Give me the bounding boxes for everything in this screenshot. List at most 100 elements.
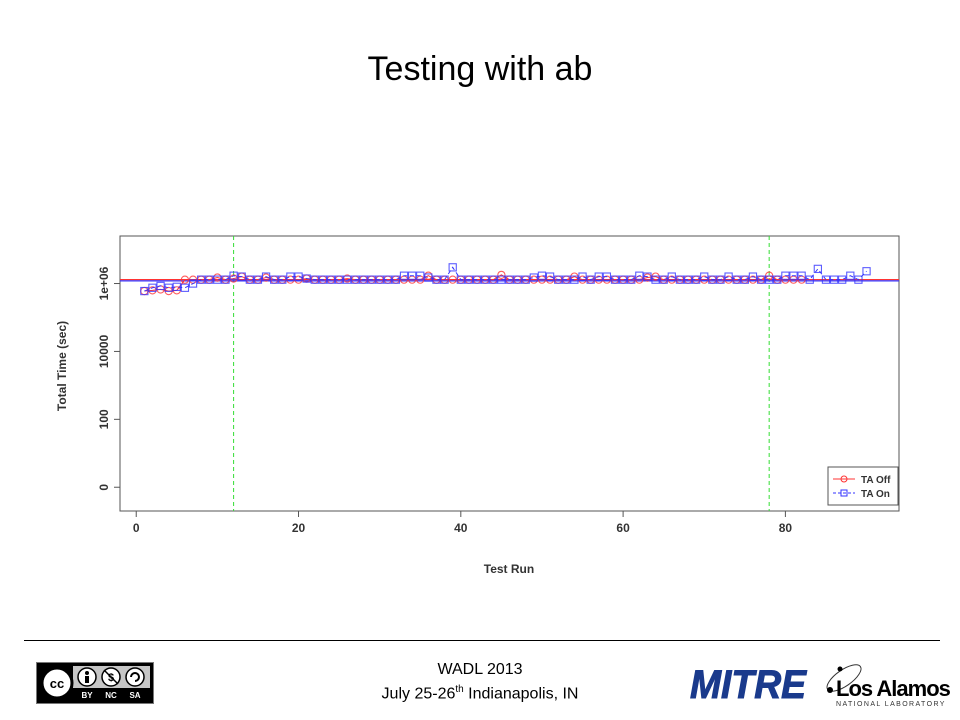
- footer-date-prefix: July 25-26: [381, 685, 456, 703]
- y-tick-label: 10000: [97, 334, 111, 368]
- data-point: [399, 271, 409, 280]
- slide-title: Testing with ab: [367, 50, 593, 88]
- data-point: [732, 275, 741, 284]
- data-point: [140, 286, 149, 296]
- data-point: [383, 275, 392, 284]
- footer-date-sup: th: [455, 684, 464, 695]
- data-point: [529, 273, 538, 282]
- data-point: [424, 273, 433, 282]
- data-point: [497, 275, 506, 284]
- data-point: [781, 271, 790, 280]
- data-point: [286, 272, 295, 281]
- x-tick-label: 80: [779, 521, 793, 535]
- data-point: [188, 279, 198, 288]
- sharealike-icon: [125, 667, 145, 687]
- data-point: [797, 271, 806, 280]
- legend-box: [827, 466, 899, 506]
- data-point: [343, 275, 352, 284]
- data-point: [196, 275, 206, 284]
- data-point: [367, 275, 376, 284]
- cc-text: cc: [50, 676, 64, 691]
- data-point: [691, 275, 701, 284]
- data-point: [172, 282, 181, 291]
- data-point: [278, 275, 287, 284]
- legend-marker: [840, 489, 848, 497]
- data-point: [708, 275, 717, 284]
- data-point: [513, 275, 522, 284]
- los-alamos-logo: Los Alamos NATIONAL LABORATORY: [826, 664, 952, 708]
- data-point: [578, 272, 587, 281]
- data-point: [805, 275, 814, 284]
- data-point: [659, 275, 668, 284]
- data-point: [464, 275, 474, 284]
- data-point: [416, 271, 425, 280]
- data-point: [854, 275, 863, 284]
- data-point: [683, 275, 693, 284]
- cc-nc-label: NC: [105, 691, 117, 700]
- data-point: [667, 272, 676, 281]
- data-point: [180, 283, 190, 292]
- data-point: [545, 272, 555, 281]
- legend-marker: [840, 475, 848, 483]
- data-point: [570, 275, 579, 284]
- data-point: [310, 275, 319, 284]
- los-alamos-subtitle: NATIONAL LABORATORY: [836, 701, 946, 708]
- data-point: [765, 275, 774, 284]
- los-alamos-name: Los Alamos: [836, 676, 951, 701]
- data-point: [846, 271, 855, 280]
- data-point: [351, 275, 360, 284]
- footer-text: WADL 2013 July 25-26th Indianapolis, IN: [330, 660, 630, 704]
- data-point: [318, 275, 328, 284]
- data-point: [497, 270, 506, 280]
- legend-label: TA Off: [861, 475, 891, 486]
- data-point: [326, 275, 336, 284]
- y-tick-label: 100: [97, 409, 111, 429]
- legend-label: TA On: [861, 489, 890, 500]
- data-point: [821, 275, 831, 284]
- data-point: [610, 275, 620, 284]
- mitre-logo-text: MITRE: [690, 663, 807, 704]
- data-point: [448, 275, 457, 284]
- data-point: [270, 275, 279, 284]
- footer-date: July 25-26th Indianapolis, IN: [330, 680, 630, 704]
- footer-event: WADL 2013: [437, 661, 523, 678]
- data-point: [407, 271, 417, 280]
- data-point: [302, 274, 311, 283]
- data-point: [773, 275, 782, 284]
- data-point: [481, 275, 490, 284]
- data-point: [489, 275, 498, 284]
- series-line: [144, 266, 867, 292]
- data-point: [748, 272, 758, 281]
- data-point: [537, 271, 547, 280]
- data-point: [602, 272, 612, 281]
- data-point: [205, 275, 214, 284]
- plot-area: 0 20 40 60 80 0 100 10000 1e+06 TA Off TA On: [97, 235, 900, 535]
- footer-date-suffix: Indianapolis, IN: [463, 685, 579, 703]
- data-point: [586, 275, 595, 284]
- data-point: [448, 263, 457, 272]
- data-point: [156, 281, 165, 291]
- data-point: [180, 275, 190, 284]
- data-point: [813, 264, 823, 274]
- data-point: [148, 283, 157, 292]
- data-point: [432, 275, 441, 284]
- data-point: [375, 275, 384, 284]
- data-point: [675, 275, 685, 284]
- data-point: [829, 275, 839, 284]
- data-point: [294, 272, 303, 281]
- data-point: [756, 275, 766, 284]
- data-point: [391, 275, 401, 284]
- data-point: [261, 272, 271, 281]
- y-tick-label: 0: [97, 484, 111, 491]
- mitre-logo: MITRE: [690, 663, 808, 705]
- data-point: [562, 275, 571, 284]
- data-point: [627, 275, 636, 284]
- data-point: [651, 275, 660, 284]
- data-point: [229, 271, 238, 280]
- data-point: [740, 275, 749, 284]
- chart: 0 20 40 60 80 0 100 10000 1e+06 TA Off TA On Test …: [55, 235, 900, 576]
- data-point: [472, 275, 482, 284]
- data-point: [221, 275, 230, 284]
- x-tick-label: 20: [292, 521, 306, 535]
- data-point: [164, 283, 173, 292]
